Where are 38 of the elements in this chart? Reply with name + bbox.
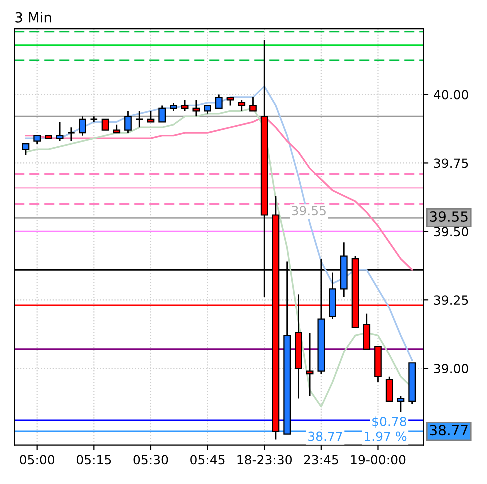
x-tick-label: 05:00: [20, 455, 55, 465]
candlestick: [56, 121, 64, 142]
x-tick-label: 05:15: [76, 455, 112, 465]
x-tick-label: 05:45: [190, 455, 225, 465]
x-tick-label: 23:45: [304, 455, 338, 465]
line-series: [25, 116, 414, 271]
candlestick: [79, 116, 86, 137]
candlestick: [158, 105, 166, 123]
candlestick: [238, 100, 246, 112]
x-tick-label: 19-00:00: [351, 455, 406, 465]
candlestick: [136, 110, 144, 128]
candlestick: [250, 96, 257, 112]
annotation: 1.97 %: [365, 432, 407, 442]
ref-line-label: 39.55: [430, 212, 468, 222]
annotation: $0.78: [372, 416, 406, 428]
candlestick: [215, 94, 223, 110]
candlestick: [147, 110, 155, 123]
candlestick: [306, 332, 314, 397]
candlestick: [397, 395, 405, 414]
candlestick: [181, 100, 189, 112]
y-tick-label: 39.50: [434, 227, 468, 237]
x-tick-label: 05:30: [134, 455, 168, 465]
y-tick-label: 39.75: [434, 158, 468, 168]
candlestick: [192, 100, 200, 118]
candlestick: [67, 126, 76, 142]
y-tick-label: 39.25: [434, 296, 468, 306]
chart-title: 3 Min: [16, 12, 52, 23]
candlestick: [102, 118, 110, 131]
candlestick: [22, 143, 30, 156]
annotation: 39.55: [292, 206, 326, 216]
y-tick-label: 39.00: [434, 364, 468, 374]
x-tick-label: 18-23:30: [238, 455, 292, 465]
candlestick: [124, 110, 132, 134]
candlestick: [386, 376, 394, 402]
y-tick-label: 40.00: [434, 90, 468, 100]
line-series: [25, 86, 414, 362]
annotation: 38.77: [308, 432, 342, 442]
ref-line-label: 38.77: [430, 425, 468, 436]
